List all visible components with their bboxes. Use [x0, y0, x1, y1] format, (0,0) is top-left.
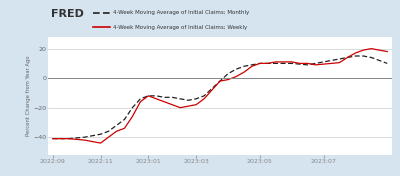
- Text: FRED: FRED: [52, 8, 84, 18]
- Text: 4-Week Moving Average of Initial Claims; Monthly: 4-Week Moving Average of Initial Claims;…: [113, 10, 250, 15]
- Text: 4-Week Moving Average of Initial Claims; Weekly: 4-Week Moving Average of Initial Claims;…: [113, 25, 248, 30]
- Y-axis label: Percent Change from Year Ago: Percent Change from Year Ago: [26, 56, 31, 136]
